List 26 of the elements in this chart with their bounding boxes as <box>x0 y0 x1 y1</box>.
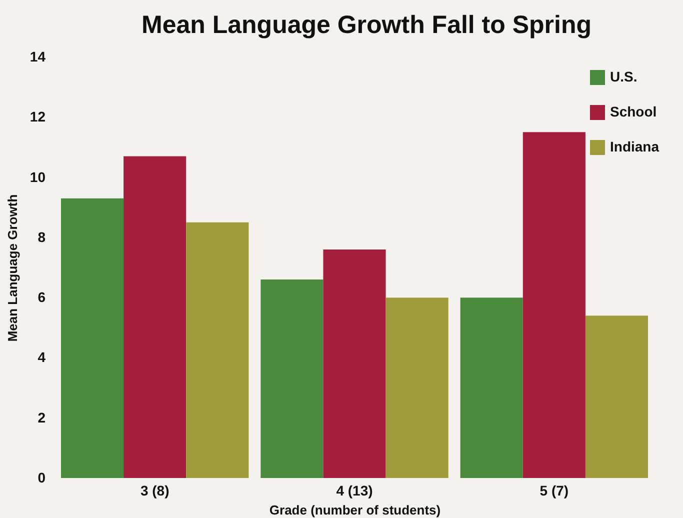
bar <box>186 222 249 478</box>
legend-label: Indiana <box>610 138 660 154</box>
y-tick-label: 4 <box>38 349 46 366</box>
bar <box>124 156 186 478</box>
bar <box>585 316 648 478</box>
y-tick-label: 10 <box>30 168 46 185</box>
y-tick-label: 6 <box>38 289 46 306</box>
chart-title: Mean Language Growth Fall to Spring <box>141 11 592 39</box>
x-tick-label: 5 (7) <box>540 482 569 498</box>
y-tick-label: 12 <box>30 108 46 125</box>
bar <box>522 132 586 478</box>
bar <box>323 249 386 478</box>
y-tick-label: 14 <box>30 48 46 64</box>
y-tick-label: 0 <box>38 470 46 486</box>
y-tick-label: 2 <box>38 409 46 426</box>
y-tick-label: 8 <box>38 228 46 245</box>
x-tick-label: 4 (13) <box>336 482 373 498</box>
y-axis-title: Mean Language Growth <box>4 194 20 342</box>
x-axis-title: Grade (number of students) <box>269 502 441 518</box>
legend-label: School <box>610 104 657 120</box>
legend-label: U.S. <box>610 68 638 84</box>
bar <box>260 280 324 478</box>
bar <box>386 298 448 478</box>
x-tick-label: 3 (8) <box>140 482 170 498</box>
bar <box>60 198 124 478</box>
bar <box>460 298 523 478</box>
